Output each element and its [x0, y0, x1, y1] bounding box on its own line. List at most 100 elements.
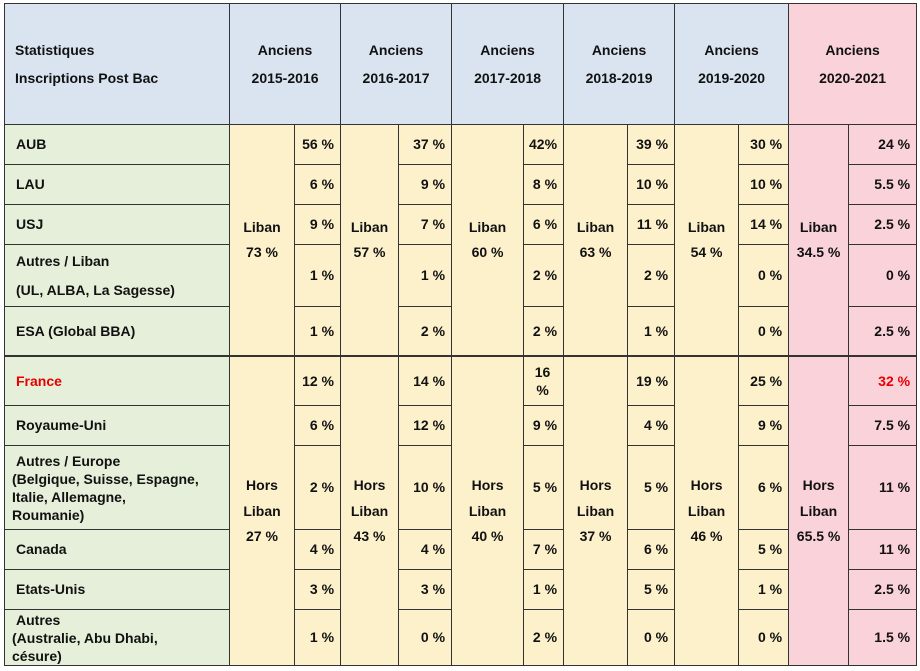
liban-total-2015-2016: Liban 73 %	[229, 124, 295, 356]
value-cell: 0 %	[398, 609, 453, 666]
value-cell: 11 %	[848, 445, 918, 530]
value-cell: 0 %	[738, 609, 790, 666]
value-cell: 12 %	[398, 405, 453, 446]
column-header-2019-2020: Anciens 2019-2020	[674, 3, 790, 125]
value-cell: 4 %	[627, 405, 676, 446]
table-row: France Hors Liban 27 % 12 % Hors Liban 43 % …	[4, 354, 918, 666]
value-cell: 42%	[523, 124, 565, 165]
value-cell: 0 %	[738, 306, 790, 356]
value-cell: 6 %	[738, 445, 790, 530]
value-cell: 2 %	[293, 445, 342, 530]
value-cell: 0 %	[738, 244, 790, 307]
liban-total-2016-2017: Liban 57 %	[340, 124, 400, 356]
value-cell: 1 %	[523, 569, 565, 610]
value-cell: 6 %	[293, 164, 342, 205]
value-cell: 3 %	[398, 569, 453, 610]
value-cell: 1 %	[627, 306, 676, 356]
value-cell: 56 %	[293, 124, 342, 165]
value-cell: 5 %	[627, 445, 676, 530]
value-cell: 2 %	[523, 244, 565, 307]
liban-total-2017-2018: Liban 60 %	[451, 124, 525, 356]
table-row: Autres (Australie, Abu Dhabi, césure) 1 …	[4, 609, 918, 666]
row-label-autres: Autres (Australie, Abu Dhabi, césure)	[4, 609, 230, 666]
liban-total-2020-2021: Liban 34.5 %	[788, 124, 850, 356]
value-cell: 2 %	[523, 609, 565, 666]
value-cell: 0 %	[848, 244, 918, 307]
table-title-line2: Inscriptions Post Bac	[15, 69, 159, 86]
value-cell: 5.5 %	[848, 164, 918, 205]
value-cell: 10 %	[627, 164, 676, 205]
value-cell: 7.5 %	[848, 405, 918, 446]
hors-liban-total-2015-2016: Hors Liban 27 %	[229, 354, 295, 666]
row-label-autres-liban: Autres / Liban (UL, ALBA, La Sagesse)	[4, 244, 230, 307]
value-cell: 16 %	[523, 354, 565, 406]
column-header-2015-2016: Anciens 2015-2016	[228, 3, 342, 125]
value-cell: 1 %	[398, 244, 453, 307]
value-cell: 11 %	[848, 529, 918, 570]
value-cell: 2 %	[627, 244, 676, 307]
value-cell: 7 %	[398, 204, 453, 245]
value-cell: 14 %	[738, 204, 790, 245]
value-cell: 5 %	[627, 569, 676, 610]
row-label-lau: LAU	[4, 164, 230, 205]
value-cell: 2.5 %	[848, 569, 918, 610]
value-cell: 14 %	[398, 354, 453, 406]
table-title-line1: Statistiques	[15, 42, 95, 59]
table-title-cell: Statistiques Inscriptions Post Bac	[4, 3, 230, 125]
value-cell: 30 %	[738, 124, 790, 165]
value-cell: 9 %	[738, 405, 790, 446]
table-row: Autres / Liban (UL, ALBA, La Sagesse) 1 …	[4, 244, 918, 307]
hors-liban-total-2019-2020: Hors Liban 46 %	[674, 354, 740, 666]
column-header-2020-2021: Anciens 2020-2021	[788, 3, 918, 125]
table-row: Canada 4 % 4 % 7 % 6 % 5 % 11 %	[4, 529, 918, 570]
value-cell: 0 %	[627, 609, 676, 666]
column-header-2017-2018: Anciens 2017-2018	[451, 3, 565, 125]
statistics-table: Statistiques Inscriptions Post Bac Ancie…	[4, 3, 918, 666]
value-cell: 37 %	[398, 124, 453, 165]
row-label-france: France	[4, 354, 230, 406]
value-cell: 6 %	[627, 529, 676, 570]
table-row: USJ 9 % 7 % 6 % 11 % 14 % 2.5 %	[4, 204, 918, 245]
value-cell: 1.5 %	[848, 609, 918, 666]
column-header-2018-2019: Anciens 2018-2019	[563, 3, 676, 125]
value-cell: 10 %	[398, 445, 453, 530]
value-cell: 10 %	[738, 164, 790, 205]
value-cell: 4 %	[398, 529, 453, 570]
row-label-canada: Canada	[4, 529, 230, 570]
value-cell: 6 %	[523, 204, 565, 245]
value-cell: 2 %	[523, 306, 565, 356]
value-cell: 12 %	[293, 354, 342, 406]
table-row: Royaume-Uni 6 % 12 % 9 % 4 % 9 % 7.5 %	[4, 405, 918, 446]
value-cell: 2.5 %	[848, 306, 918, 356]
value-cell: 1 %	[738, 569, 790, 610]
value-cell: 25 %	[738, 354, 790, 406]
row-label-usj: USJ	[4, 204, 230, 245]
row-label-etats-unis: Etats-Unis	[4, 569, 230, 610]
hors-liban-total-2020-2021: Hors Liban 65.5 %	[788, 354, 850, 666]
hors-liban-total-2018-2019: Hors Liban 37 %	[563, 354, 629, 666]
value-cell: 5 %	[523, 445, 565, 530]
table-row: ESA (Global BBA) 1 % 2 % 2 % 1 % 0 % 2.5…	[4, 306, 918, 356]
row-label-royaume-uni: Royaume-Uni	[4, 405, 230, 446]
value-cell: 39 %	[627, 124, 676, 165]
row-label-aub: AUB	[4, 124, 230, 165]
value-cell: 7 %	[523, 529, 565, 570]
row-label-esa: ESA (Global BBA)	[4, 306, 230, 356]
value-cell: 5 %	[738, 529, 790, 570]
value-cell: 11 %	[627, 204, 676, 245]
table-row: LAU 6 % 9 % 8 % 10 % 10 % 5.5 %	[4, 164, 918, 205]
table-row: AUB Liban 73 % 56 % Liban 57 % 37 % Liban 6…	[4, 124, 918, 356]
liban-total-2018-2019: Liban 63 %	[563, 124, 629, 356]
value-cell: 2.5 %	[848, 204, 918, 245]
value-cell: 9 %	[523, 405, 565, 446]
table-row: Autres / Europe (Belgique, Suisse, Espag…	[4, 445, 918, 530]
value-cell: 2 %	[398, 306, 453, 356]
value-cell: 32 %	[848, 354, 918, 406]
value-cell: 1 %	[293, 244, 342, 307]
value-cell: 4 %	[293, 529, 342, 570]
column-header-2016-2017: Anciens 2016-2017	[340, 3, 453, 125]
value-cell: 19 %	[627, 354, 676, 406]
value-cell: 9 %	[398, 164, 453, 205]
value-cell: 6 %	[293, 405, 342, 446]
row-label-autres-europe: Autres / Europe (Belgique, Suisse, Espag…	[4, 445, 230, 530]
